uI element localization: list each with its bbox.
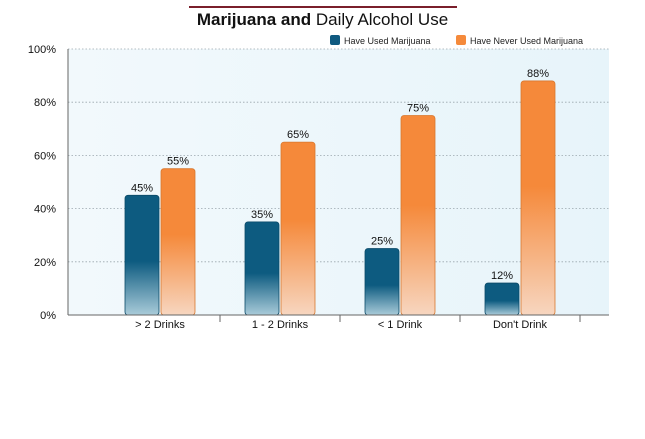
bar-never-used-2 — [400, 115, 436, 316]
x-tick-label: > 2 Drinks — [135, 319, 185, 331]
bar-never-used-0 — [160, 168, 196, 316]
legend-swatch — [456, 35, 466, 45]
chart-title: Marijuana and Daily Alcohol Use — [197, 10, 448, 30]
legend-label: Have Never Used Marijuana — [470, 36, 583, 46]
legend-swatch — [330, 35, 340, 45]
y-tick-label: 20% — [34, 257, 56, 269]
data-label: 75% — [407, 103, 429, 115]
bar-used-0 — [124, 194, 160, 316]
bar-used-2 — [364, 248, 400, 316]
y-tick-label: 80% — [34, 97, 56, 109]
x-tick-label: 1 - 2 Drinks — [252, 319, 309, 331]
data-label: 12% — [491, 270, 513, 282]
data-label: 35% — [251, 209, 273, 221]
y-tick-label: 100% — [28, 44, 56, 56]
chart-title-bold: Marijuana and — [196, 10, 312, 29]
x-tick-label: < 1 Drink — [378, 319, 423, 331]
bar-used-1 — [244, 221, 280, 316]
data-label: 88% — [527, 68, 549, 80]
x-tick-label: Don't Drink — [493, 319, 548, 331]
data-label: 55% — [167, 156, 189, 168]
bar-used-3 — [484, 282, 520, 316]
chart-title-wrap: Marijuana and Daily Alcohol Use — [0, 6, 645, 30]
data-label: 45% — [131, 182, 153, 194]
y-tick-label: 60% — [34, 150, 56, 162]
title-rule — [189, 6, 457, 8]
chart-title-rest: Daily Alcohol Use — [315, 10, 449, 29]
y-tick-label: 0% — [40, 310, 56, 322]
legend-label: Have Used Marijuana — [344, 36, 431, 46]
data-label: 25% — [371, 236, 393, 248]
y-tick-label: 40% — [34, 204, 56, 216]
bar-never-used-3 — [520, 80, 556, 316]
data-label: 65% — [287, 129, 309, 141]
bar-never-used-1 — [280, 141, 316, 316]
